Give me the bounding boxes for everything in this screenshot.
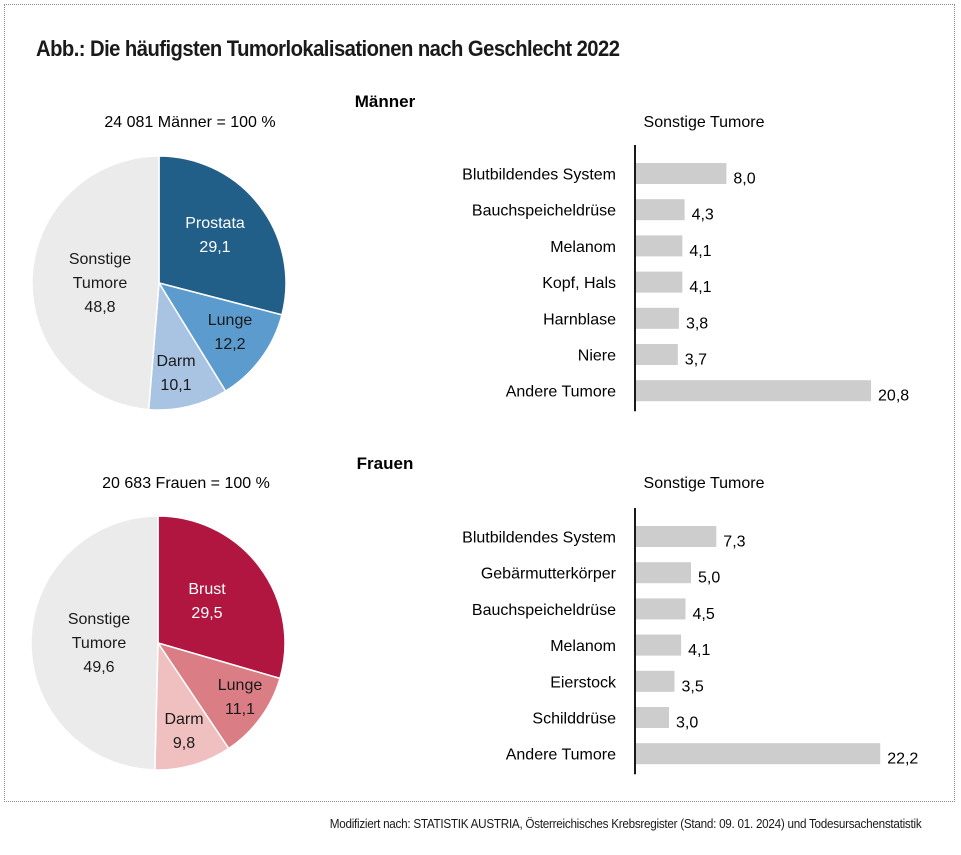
women-category-label: Blutbildendes System (462, 530, 616, 547)
men-value-label: 4,1 (689, 243, 711, 260)
men-category-label: Kopf, Hals (542, 275, 616, 292)
men-value-label: 3,7 (685, 352, 707, 369)
women-pie-slice-darm (154, 640, 230, 771)
women-bar-blutbildendes-system (636, 526, 717, 547)
men-pie-slice-darm (147, 280, 227, 411)
men-value-label: 3,8 (686, 315, 708, 332)
charts-canvas: Männer 24 081 Männer = 100 % Prostata 29,… (30, 92, 918, 775)
women-category-label: Gebärmutterkörper (481, 566, 617, 583)
men-bar-harnblase (636, 307, 679, 329)
women-bar-title: Sonstige Tumore (644, 475, 765, 492)
men-pie-slice-label-sonstige-tumore-name: Sonstige (69, 251, 131, 268)
women-bar-schilddruese (636, 707, 669, 728)
women-pie-slice-label-darm-name: Darm (164, 711, 203, 728)
women-value-label: 4,5 (693, 606, 715, 623)
men-pie-slice-label-darm-value: 10,1 (160, 377, 191, 394)
women-pie-slice-label-lunge-name: Lunge (218, 677, 263, 694)
women-pie-slice-sonstige-tumore (30, 515, 159, 771)
women-pie-slice-label-brust-name: Brust (188, 581, 226, 598)
men-value-label: 8,0 (733, 171, 755, 188)
women-pie-subtitle: 20 683 Frauen = 100 % (102, 475, 270, 492)
women-pie-slice-label-brust-value: 29,5 (191, 605, 222, 622)
men-bar-niere (636, 344, 678, 365)
men-pie-slice-label-prostata-value: 29,1 (199, 239, 230, 256)
women-value-label: 7,3 (723, 534, 745, 551)
men-bar-melanom (636, 235, 683, 257)
men-value-label: 20,8 (878, 388, 909, 405)
figure-frame (4, 4, 955, 802)
men-pie-slice-label-prostata-name: Prostata (185, 215, 245, 232)
men-pie-slice-prostata (158, 155, 287, 316)
women-category-label: Andere Tumore (506, 747, 616, 764)
men-pie-slice-label-sonstige-tumore-value: 48,8 (84, 299, 115, 316)
men-value-label: 4,3 (692, 207, 714, 224)
figure-title: Abb.: Die häufigsten Tumorlokalisationen… (36, 36, 620, 61)
women-bar-eierstock (636, 670, 675, 692)
men-bar-title: Sonstige Tumore (644, 114, 765, 131)
men-category-label: Blutbildendes System (462, 167, 616, 184)
men-pie-slice-label-lunge-value: 12,2 (214, 336, 245, 353)
men-pie-slice-label-lunge-name: Lunge (208, 312, 253, 329)
women-pie-slice-label-sonstige-tumore-value: 49,6 (83, 659, 114, 676)
men-pie-subtitle: 24 081 Männer = 100 % (104, 114, 275, 131)
women-value-label: 3,5 (682, 678, 704, 695)
men-pie: Prostata 29,1 Lunge 12,2 Darm 10,1 Sonstige Tum… (31, 155, 287, 411)
men-category-label: Melanom (550, 239, 616, 256)
women-bar-andere-tumore (636, 743, 881, 765)
women-pie-slice-label-sonstige-tumore-name: Tumore (72, 635, 127, 652)
women-pie-slice-brust (157, 515, 286, 680)
women-value-label: 4,1 (688, 642, 710, 659)
women-bar-bauchspeicheldruese (636, 598, 686, 620)
women-value-label: 3,0 (676, 715, 698, 732)
men-category-label: Bauchspeicheldrüse (472, 203, 616, 220)
men-pie-slice-label-darm-name: Darm (156, 353, 195, 370)
women-category-label: Schilddrüse (532, 711, 616, 728)
women-category-label: Bauchspeicheldrüse (472, 602, 616, 619)
women-value-label: 22,2 (887, 751, 918, 768)
men-value-label: 4,1 (689, 279, 711, 296)
women-bar-gebaermutterkoerper (636, 562, 691, 584)
women-bar-chart: Blutbildendes System 7,3 Gebärmutterkörper… (462, 508, 918, 775)
men-pie-slice-lunge (157, 281, 283, 393)
women-pie-slice-lunge (156, 641, 281, 750)
women-section-title: Frauen (357, 454, 414, 473)
men-bar-chart: Blutbildendes System 8,0 Bauchspeicheldrüs… (462, 145, 909, 412)
women-value-label: 5,0 (698, 570, 720, 587)
women-bar-melanom (636, 634, 682, 656)
men-category-label: Harnblase (543, 311, 616, 328)
men-bar-blutbildendes-system (636, 163, 727, 184)
men-category-label: Andere Tumore (506, 384, 616, 401)
women-pie-slice-label-sonstige-tumore-name: Sonstige (68, 611, 130, 628)
men-pie-slice-sonstige-tumore (31, 155, 160, 411)
men-pie-slice-label-sonstige-tumore-name: Tumore (73, 275, 128, 292)
women-pie-slice-label-darm-value: 9,8 (173, 735, 195, 752)
women-category-label: Melanom (550, 638, 616, 655)
men-bar-andere-tumore (636, 380, 872, 402)
women-pie-slice-label-lunge-value: 11,1 (225, 701, 255, 718)
men-category-label: Niere (578, 348, 616, 365)
men-bar-bauchspeicheldruese (636, 199, 685, 221)
men-section-title: Männer (355, 92, 416, 111)
men-bar-kopf-hals (636, 271, 683, 293)
women-category-label: Eierstock (550, 674, 617, 691)
women-pie: Brust 29,5 Lunge 11,1 Darm 9,8 Sonstige Tumore 4… (30, 515, 286, 771)
source-note: Modifiziert nach: STATISTIK AUSTRIA, Öst… (329, 816, 921, 831)
